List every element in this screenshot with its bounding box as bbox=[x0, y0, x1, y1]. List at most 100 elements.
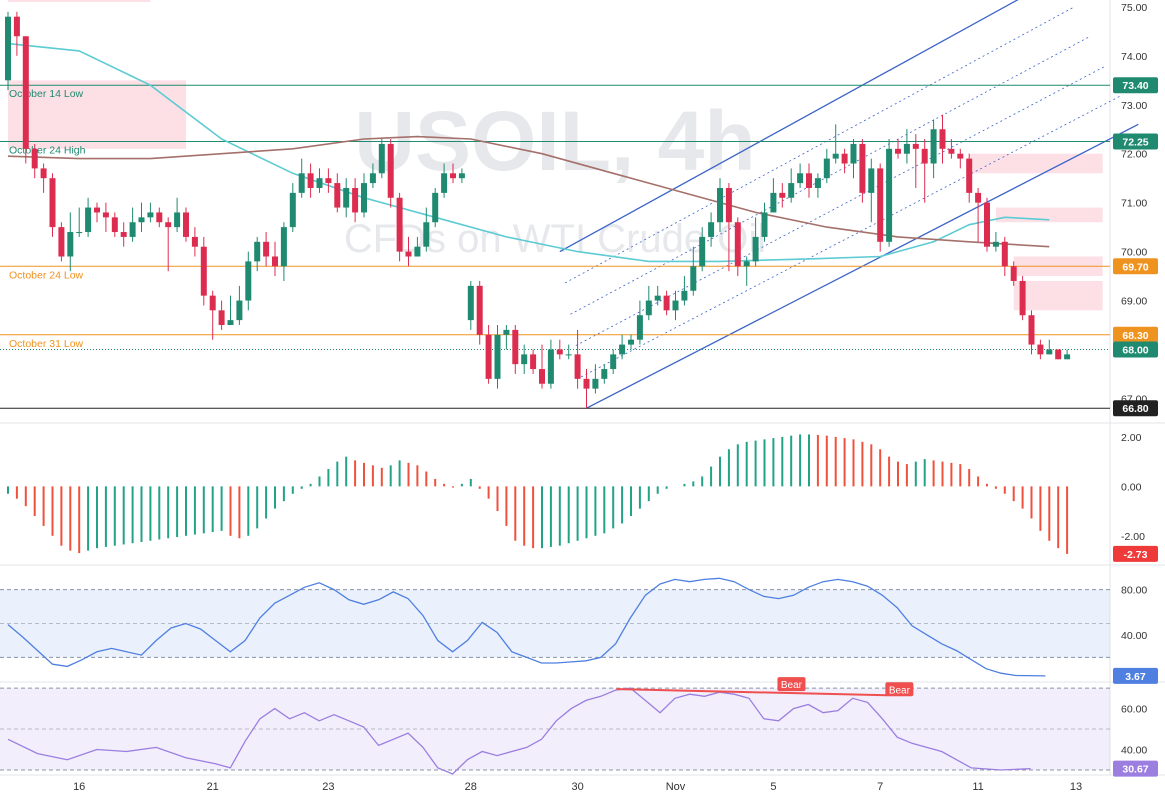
candle-6 bbox=[58, 222, 65, 262]
candle-body-47 bbox=[423, 222, 430, 247]
candle-body-1 bbox=[13, 16, 20, 37]
candle-22 bbox=[200, 236, 207, 306]
candle-81 bbox=[725, 183, 732, 272]
candle-body-51 bbox=[458, 173, 465, 179]
candle-72 bbox=[645, 285, 652, 321]
candle-body-9 bbox=[85, 207, 92, 233]
candle-69 bbox=[619, 334, 626, 360]
candle-body-27 bbox=[245, 261, 252, 301]
bear-label-bg-0 bbox=[777, 677, 806, 692]
candle-56 bbox=[503, 325, 510, 350]
candle-32 bbox=[289, 183, 296, 233]
candle-94 bbox=[841, 148, 848, 174]
candle-114 bbox=[1019, 276, 1026, 321]
candle-41 bbox=[369, 163, 376, 188]
candle-50 bbox=[450, 163, 456, 184]
candle-body-65 bbox=[583, 378, 590, 389]
candle-17 bbox=[156, 207, 163, 228]
candle-39 bbox=[352, 178, 359, 223]
candle-body-90 bbox=[806, 173, 812, 188]
candle-body-107 bbox=[957, 153, 964, 159]
candle-59 bbox=[530, 349, 537, 374]
candle-body-43 bbox=[387, 143, 394, 198]
candle-body-62 bbox=[556, 349, 563, 355]
candle-64 bbox=[574, 329, 581, 389]
candle-95 bbox=[850, 139, 857, 179]
candle-body-79 bbox=[708, 222, 715, 237]
channel-inner-line-4 bbox=[564, 6, 1075, 284]
candle-body-55 bbox=[494, 334, 501, 379]
stochastic-tag-bg bbox=[1113, 667, 1158, 684]
candle-body-102 bbox=[912, 143, 919, 149]
candle-body-45 bbox=[405, 251, 412, 257]
bear-label-bg-1 bbox=[885, 682, 914, 697]
candle-body-100 bbox=[895, 148, 901, 154]
candle-11 bbox=[102, 202, 109, 233]
candle-23 bbox=[209, 290, 216, 340]
candle-body-31 bbox=[280, 227, 287, 267]
candle-body-83 bbox=[743, 261, 750, 267]
candle-115 bbox=[1028, 310, 1035, 355]
level-tag-1: 72.25 bbox=[1122, 136, 1148, 148]
candle-110 bbox=[984, 197, 990, 252]
candle-body-74 bbox=[663, 295, 670, 311]
bearish-divergence-line bbox=[616, 688, 888, 697]
candle-body-93 bbox=[832, 153, 839, 159]
time-tick-2: 23 bbox=[322, 781, 334, 793]
candle-body-49 bbox=[441, 173, 448, 193]
candle-body-70 bbox=[628, 339, 634, 345]
candle-body-113 bbox=[1010, 266, 1017, 281]
rsi-tag-bg bbox=[1113, 760, 1158, 777]
candle-body-58 bbox=[521, 354, 528, 365]
candle-89 bbox=[797, 163, 804, 188]
candle-body-86 bbox=[770, 192, 777, 213]
candle-body-114 bbox=[1019, 280, 1026, 316]
candle-116 bbox=[1037, 339, 1044, 360]
candle-108 bbox=[966, 153, 973, 203]
level-tag-4: 66.80 bbox=[1122, 403, 1148, 415]
candle-34 bbox=[307, 163, 314, 198]
candle-body-103 bbox=[921, 148, 928, 164]
candle-body-19 bbox=[174, 212, 181, 228]
candle-body-99 bbox=[886, 148, 893, 242]
candle-body-0 bbox=[5, 16, 11, 81]
last-price-tag-bg bbox=[1113, 341, 1158, 358]
candle-body-97 bbox=[868, 168, 875, 193]
candle-28 bbox=[254, 236, 261, 272]
candle-body-34 bbox=[307, 173, 314, 188]
candle-96 bbox=[859, 139, 866, 203]
rsi-last-tag: 30.67 bbox=[1122, 764, 1148, 776]
candle-5 bbox=[49, 173, 56, 237]
candle-body-11 bbox=[102, 212, 109, 218]
candle-body-25 bbox=[227, 320, 234, 326]
candle-body-69 bbox=[619, 344, 626, 355]
candle-15 bbox=[138, 202, 145, 233]
time-tick-7: 7 bbox=[877, 781, 883, 793]
candle-84 bbox=[752, 217, 759, 267]
level-label-3: October 31 Low bbox=[9, 338, 84, 350]
candle-body-84 bbox=[752, 236, 759, 262]
candle-45 bbox=[405, 236, 412, 267]
candle-body-89 bbox=[797, 173, 804, 184]
candle-49 bbox=[441, 163, 448, 198]
candle-31 bbox=[280, 222, 287, 281]
candle-body-23 bbox=[209, 295, 216, 311]
candle-71 bbox=[636, 300, 643, 345]
candle-60 bbox=[539, 344, 545, 389]
candle-body-46 bbox=[414, 246, 421, 257]
candle-66 bbox=[592, 364, 599, 394]
candle-body-10 bbox=[94, 207, 100, 213]
candle-44 bbox=[396, 192, 403, 262]
candle-76 bbox=[681, 276, 688, 306]
candle-51 bbox=[458, 168, 465, 184]
candle-body-66 bbox=[592, 378, 599, 389]
candle-109 bbox=[975, 187, 982, 242]
channel-inner-line-3 bbox=[570, 35, 1091, 315]
candle-10 bbox=[94, 202, 100, 223]
candle-55 bbox=[494, 325, 501, 389]
price-tick-5: 70.00 bbox=[1121, 247, 1147, 259]
candle-74 bbox=[663, 290, 670, 316]
candle-body-2 bbox=[22, 36, 29, 149]
candle-body-59 bbox=[530, 354, 537, 370]
